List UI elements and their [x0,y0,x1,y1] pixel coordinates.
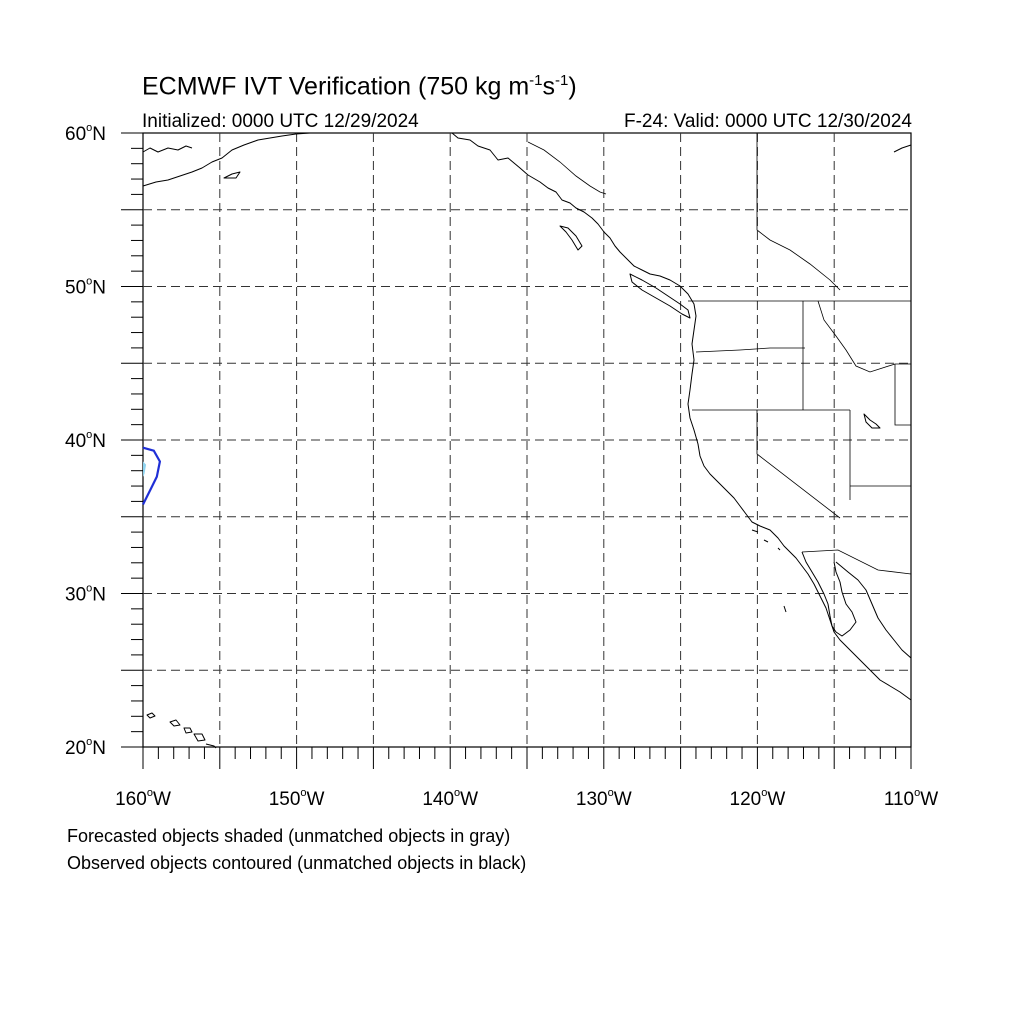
chart-title: ECMWF IVT Verification (750 kg m-1s-1) [142,72,577,101]
border-alaska-canada [527,141,607,195]
lat-tick-label: 20oN [65,736,106,759]
lat-tick-label: 40oN [65,429,106,452]
title-mid: s [542,72,556,101]
coastline-guadalupe-island [783,605,787,613]
lon-tick-label: 160oW [115,787,171,810]
coastline-vancouver-island [629,273,691,319]
coastline-hawaii [146,712,217,749]
coastline-haida-gwaii [559,225,583,251]
lon-tick-label: 130oW [576,787,632,810]
coastline-baja-california [801,551,857,637]
border-washington-oregon [695,347,805,353]
latitude-labels: 20oN 30oN 40oN 50oN 60oN [65,122,106,759]
coastlines [142,132,912,749]
title-exp-1: -1 [529,72,543,89]
political-borders [527,133,912,575]
coastline-southern-alaska [142,132,311,187]
lat-tick-label: 30oN [65,583,106,606]
coastline-north-america [451,132,912,701]
forecast-object-shaded [143,461,147,477]
initialized-time: Initialized: 0000 UTC 12/29/2024 [142,111,419,132]
graticule [143,133,911,747]
lon-tick-label: 140oW [422,787,478,810]
coastline-great-salt-lake [863,413,881,429]
border-wyoming [894,363,911,426]
lat-tick-label: 60oN [65,122,106,145]
legend-observed: Observed objects contoured (unmatched ob… [67,853,527,873]
title-suffix: ) [568,72,577,101]
lon-tick-label: 110oW [884,787,938,810]
lon-tick-label: 120oW [730,787,786,810]
observed-object-contour [142,446,162,505]
border-saskatchewan-alberta [756,133,841,291]
legend-forecast: Forecasted objects shaded (unmatched obj… [67,826,511,846]
coastline-mexico-mainland [835,561,912,659]
lon-tick-label: 150oW [269,787,325,810]
title-prefix: ECMWF IVT Verification (750 kg m [142,72,530,101]
valid-time: F-24: Valid: 0000 UTC 12/30/2024 [624,111,912,132]
border-idaho-montana [817,300,896,373]
axis-ticks [121,132,912,769]
coastline-hudson-bay-edge [893,144,912,153]
coastline-kodiak [223,171,241,179]
longitude-labels: 160oW 150oW 140oW 130oW 120oW 110oW [115,787,938,810]
border-us-mexico [801,549,912,575]
title-exp-2: -1 [555,72,569,89]
lat-tick-label: 50oN [65,276,106,299]
coastline-channel-islands [751,529,781,551]
coastline-alaska-peninsula [142,145,193,153]
border-california-nevada [756,410,841,519]
